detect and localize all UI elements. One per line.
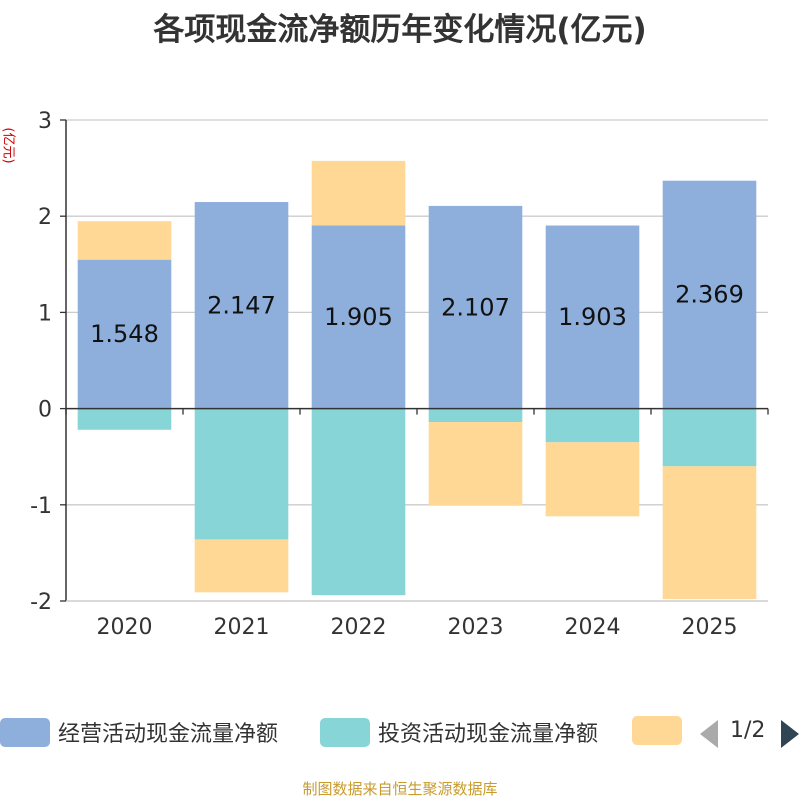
bar-series3-2025[interactable]	[662, 466, 757, 600]
legend-swatch-financing	[632, 716, 682, 745]
y-tick-label: 1	[38, 301, 52, 326]
bar-series1-2024[interactable]	[545, 225, 640, 409]
data-label: 2.369	[675, 281, 744, 309]
bar-series2-2022[interactable]	[311, 408, 406, 596]
legend-next-page-icon[interactable]	[781, 720, 799, 748]
legend-prev-page-icon[interactable]	[700, 720, 718, 748]
bar-series2-2025[interactable]	[662, 408, 757, 467]
bar-series3-2024[interactable]	[545, 442, 640, 517]
bar-series3-2021[interactable]	[194, 539, 289, 593]
data-label: 2.107	[441, 293, 510, 321]
y-tick-label: -2	[30, 590, 52, 615]
y-tick-label: 3	[38, 109, 52, 134]
bar-series2-2020[interactable]	[77, 408, 172, 430]
chart-title: 各项现金流净额历年变化情况(亿元)	[153, 12, 647, 48]
y-tick-label: 2	[38, 205, 52, 230]
data-label: 1.905	[324, 303, 393, 331]
bar-series3-2022[interactable]	[311, 160, 406, 226]
bar-series1-2020[interactable]	[77, 259, 172, 409]
x-tick-label: 2025	[682, 615, 738, 640]
legend-label-investing: 投资活动现金流量净额	[378, 722, 599, 747]
bar-series1-2023[interactable]	[428, 205, 523, 409]
bar-series1-2022[interactable]	[311, 225, 406, 409]
bar-series3-2023[interactable]	[428, 422, 523, 506]
legend: 经营活动现金流量净额 投资活动现金流量净额 1/2	[0, 716, 800, 756]
legend-item-investing[interactable]: 投资活动现金流量净额	[320, 716, 598, 748]
bar-series3-2020[interactable]	[77, 221, 172, 260]
legend-item-operating[interactable]: 经营活动现金流量净额	[0, 716, 278, 748]
chart-plot-area: -2 -1 0 1 2 3 1.548 2.147 1.905 2.107 1.903 2.369 20…	[30, 109, 769, 640]
x-tick-label: 2023	[448, 615, 504, 640]
data-label: 2.147	[207, 291, 276, 319]
bar-series2-2023[interactable]	[428, 408, 523, 423]
x-tick-label: 2024	[565, 615, 621, 640]
data-label: 1.903	[558, 303, 627, 331]
legend-swatch-operating	[0, 717, 50, 747]
bar-series1-2025[interactable]	[662, 180, 757, 409]
x-tick-label: 2022	[331, 615, 387, 640]
y-tick-label: -1	[30, 494, 52, 519]
bar-series2-2021[interactable]	[194, 408, 289, 540]
x-tick-label: 2021	[214, 615, 270, 640]
source-note: 制图数据来自恒生聚源数据库	[302, 780, 498, 798]
legend-label-operating: 经营活动现金流量净额	[58, 722, 279, 747]
bar-series2-2024[interactable]	[545, 408, 640, 443]
data-label: 1.548	[90, 320, 159, 348]
legend-item-financing[interactable]	[632, 716, 690, 745]
legend-swatch-investing	[320, 717, 370, 747]
x-tick-label: 2020	[97, 615, 153, 640]
y-tick-label: 0	[38, 398, 52, 423]
bar-series1-2021[interactable]	[194, 202, 289, 409]
legend-page-indicator: 1/2	[730, 718, 766, 743]
